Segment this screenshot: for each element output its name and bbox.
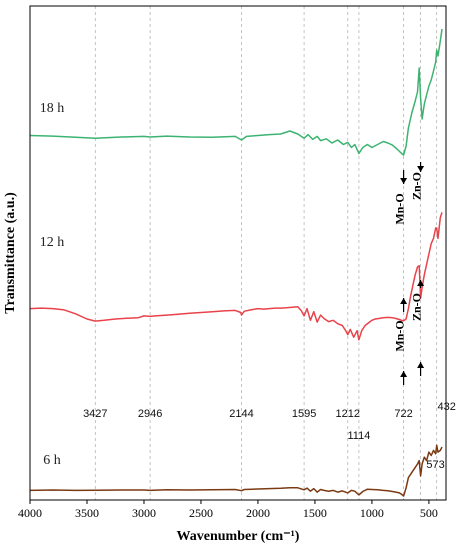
arrow-head-icon [400, 178, 408, 184]
bond-label: Zn-O [410, 172, 424, 200]
x-tick-label: 4000 [18, 506, 42, 520]
arrow-head-icon [400, 298, 408, 304]
x-tick-label: 3500 [75, 506, 99, 520]
peak-label: 2144 [229, 408, 253, 420]
peak-label: 2946 [138, 408, 162, 420]
bond-label: Mn-O [393, 320, 407, 351]
series-line [29, 212, 443, 341]
x-tick-label: 1000 [360, 506, 384, 520]
peak-label: 722 [394, 408, 412, 420]
arrow-head-icon [417, 166, 425, 172]
peak-label: 1114 [348, 430, 371, 442]
peak-label: 1595 [292, 408, 316, 420]
series-lines [29, 28, 443, 497]
bond-label: Mn-O [393, 193, 407, 224]
x-tick-label: 2000 [246, 506, 270, 520]
annotations: 18 h 12 h 6 h 3427 2946 2144 1595 1212 1114 722 57… [40, 101, 456, 471]
y-axis-title: Transmittance (a.u.) [3, 192, 18, 314]
x-axis-ticks: 4000 3500 3000 2500 2000 1500 1000 500 [18, 500, 438, 520]
x-tick-label: 500 [420, 506, 438, 520]
reference-lines [94, 6, 438, 500]
series-label: 18 h [40, 101, 65, 116]
plot-frame [29, 5, 447, 501]
peak-label: 1212 [336, 408, 360, 420]
arrow-head-icon [417, 362, 425, 368]
x-axis-title: Wavenumber (cm⁻¹) [177, 529, 300, 544]
x-tick-label: 3000 [132, 506, 156, 520]
series-label: 6 h [43, 453, 61, 468]
arrow-head-icon [417, 280, 425, 286]
x-tick-label: 1500 [303, 506, 327, 520]
series-line [29, 28, 443, 156]
series-label: 12 h [40, 235, 65, 250]
bond-label: Zn-O [410, 293, 424, 321]
peak-label: 573 [426, 459, 444, 471]
peak-label: 3427 [83, 408, 107, 420]
arrow-head-icon [400, 371, 408, 377]
peak-label: 432 [437, 401, 455, 413]
series-line [29, 444, 443, 497]
x-tick-label: 2500 [189, 506, 213, 520]
